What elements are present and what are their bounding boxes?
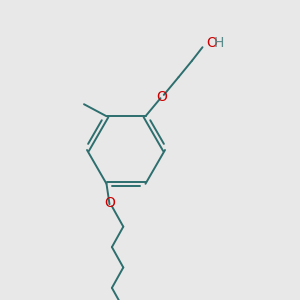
Text: O: O: [157, 90, 167, 104]
Text: O: O: [104, 196, 115, 210]
Text: O: O: [206, 36, 217, 50]
Text: H: H: [214, 36, 224, 50]
